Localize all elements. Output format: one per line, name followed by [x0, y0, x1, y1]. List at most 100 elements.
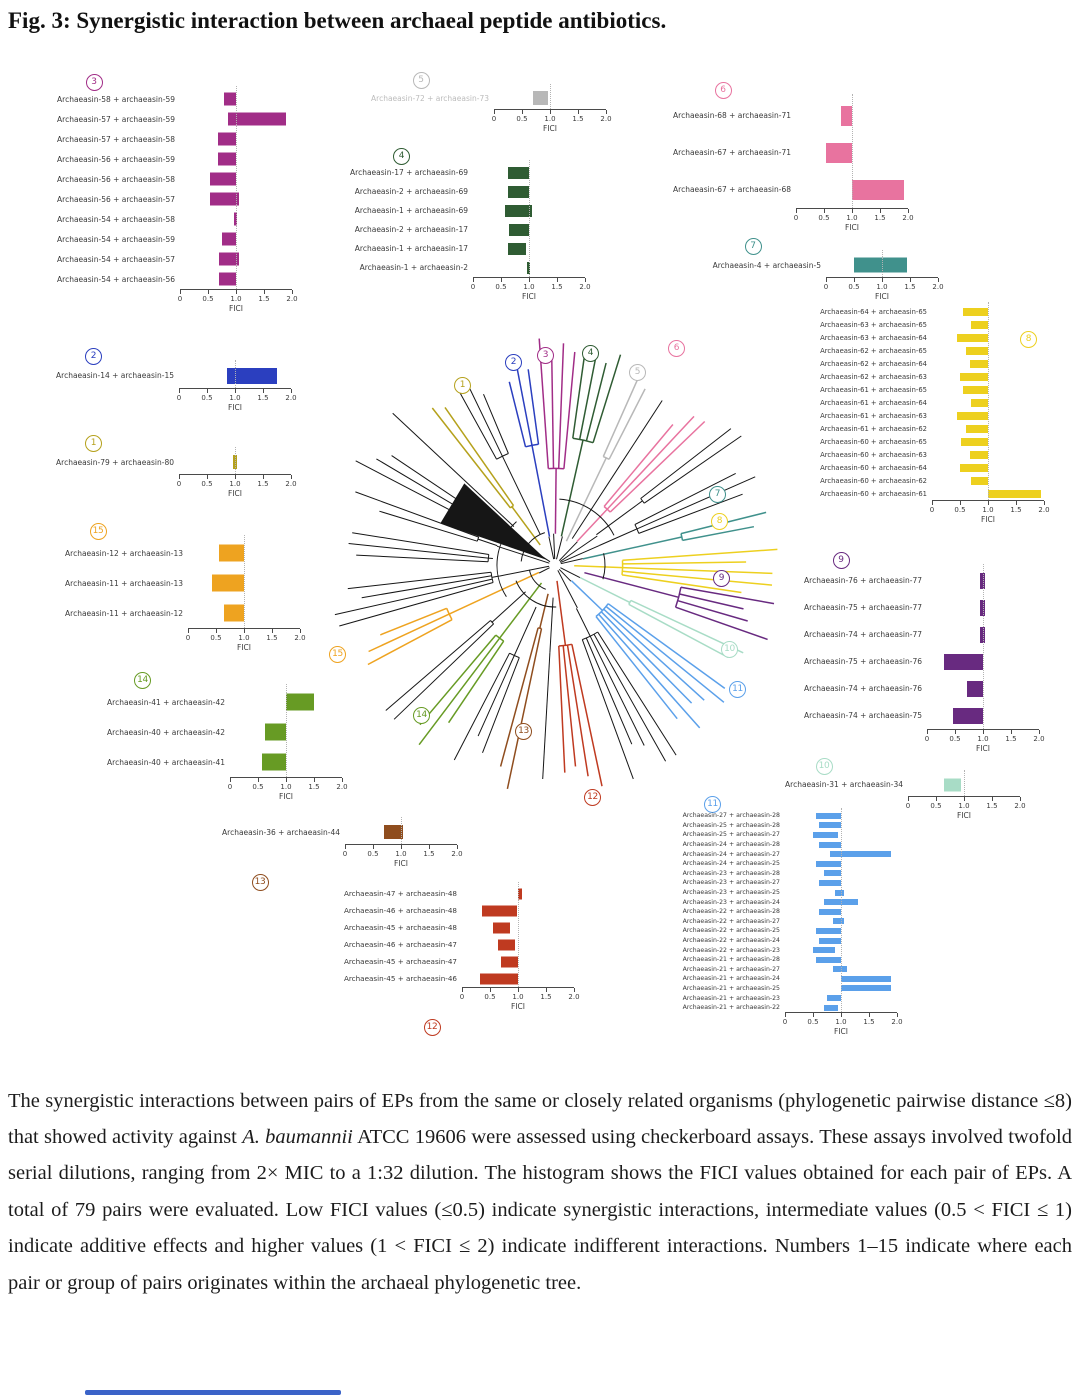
fici-bar — [971, 320, 988, 329]
fici-axis: 0 0.5 1.0 1.5 2.0 FICI — [178, 289, 298, 314]
bar-plot — [796, 134, 908, 171]
axis-tick-label: 1.5 — [423, 850, 435, 858]
bar-plot — [180, 209, 292, 229]
tree-group-badge: 1 — [454, 377, 471, 394]
bar-plot — [927, 594, 1039, 621]
pair-label: Archaeasin-75 + archaeasin-76 — [804, 657, 922, 666]
axis-tick-label: 0.5 — [807, 1018, 819, 1027]
axis-tick — [208, 290, 209, 294]
pair-row: Archaeasin-21 + archaeasin-23 — [640, 993, 897, 1003]
fici-bar — [518, 888, 523, 899]
axis-tick-label: 1.5 — [904, 283, 916, 291]
bar-plot — [785, 974, 897, 984]
figure-title: Fig. 3: Synergistic interaction between … — [8, 8, 667, 33]
chart-group-10: 10 Archaeasin-31 + archaeasin-34 0 0.5 1.0 1.… — [740, 753, 1026, 821]
collapsed-clade-wedge — [440, 483, 547, 560]
bar-plot — [785, 926, 897, 936]
pair-row: Archaeasin-61 + archaeasin-62 — [760, 422, 1044, 435]
fici-1-reference-line — [235, 360, 236, 388]
fici-1-reference-line — [550, 84, 551, 109]
axis-tick — [207, 475, 208, 479]
chart-group-14: 14 Archaeasin-41 + archaeasin-42 Archaeasi… — [55, 667, 348, 802]
chart-group-6: 6 Archaeasin-68 + archaeasin-71 Archaeasin… — [650, 77, 914, 233]
pair-row: Archaeasin-57 + archaeasin-58 — [8, 129, 292, 149]
pair-label: Archaeasin-57 + archaeasin-59 — [57, 114, 175, 124]
axis-title: FICI — [875, 292, 889, 301]
axis-tick — [796, 209, 797, 213]
bar-plot — [785, 888, 897, 898]
pair-label: Archaeasin-12 + archaeasin-13 — [65, 548, 183, 558]
pair-row: Archaeasin-76 + archaeasin-77 — [755, 567, 1039, 594]
axis-tick-label: 2.0 — [579, 283, 591, 291]
bar-plot — [796, 171, 908, 208]
axis-tick-label: 1.5 — [257, 480, 269, 488]
fici-rows: Archaeasin-12 + archaeasin-13 Archaeasin-… — [8, 535, 300, 628]
fici-bar — [835, 889, 844, 896]
bar-plot — [473, 163, 585, 182]
fici-axis: 0 0.5 1.0 1.5 2.0 FICI — [925, 729, 1045, 754]
tree-group-badge: 5 — [629, 364, 646, 381]
axis-tick-label: 0 — [793, 214, 799, 222]
axis-title: FICI — [228, 403, 242, 412]
pair-label: Archaeasin-60 + archaeasin-63 — [820, 450, 927, 459]
pair-label: Archaeasin-60 + archaeasin-65 — [820, 437, 927, 446]
axis-tick-label: 0 — [823, 283, 829, 291]
fici-1-reference-line — [882, 250, 883, 277]
fici-bar — [498, 939, 516, 950]
bar-plot — [785, 811, 897, 821]
figure-caption: The synergistic interactions between pai… — [8, 1083, 1072, 1302]
pair-row: Archaeasin-24 + archaeasin-28 — [640, 840, 897, 850]
fici-bar — [824, 870, 841, 877]
pair-label: Archaeasin-61 + archaeasin-63 — [820, 411, 927, 420]
axis-tick-label: 2.0 — [932, 283, 944, 291]
bar-plot — [785, 917, 897, 927]
pair-label: Archaeasin-67 + archaeasin-68 — [673, 185, 791, 194]
pair-row: Archaeasin-25 + archaeasin-28 — [640, 821, 897, 831]
fici-axis: 0 0.5 1.0 1.5 2.0 FICI — [228, 777, 348, 802]
bar-plot — [932, 474, 1044, 487]
pair-row: Archaeasin-67 + archaeasin-71 — [650, 134, 908, 171]
chart-group-11: 11 Archaeasin-27 + archaeasin-28 Archaeasi… — [640, 791, 903, 1037]
pair-row: Archaeasin-74 + archaeasin-77 — [755, 621, 1039, 648]
bar-plot — [462, 970, 574, 987]
axis-title: FICI — [522, 292, 536, 301]
bar-plot — [180, 89, 292, 109]
pair-row: Archaeasin-67 + archaeasin-68 — [650, 171, 908, 208]
axis-tick — [373, 845, 374, 849]
axis-tick — [179, 475, 180, 479]
fici-axis: 0 0.5 1.0 1.5 2.0 FICI — [459, 987, 580, 1012]
pair-row: Archaeasin-21 + archaeasin-27 — [640, 965, 897, 975]
axis-tick-label: 2.0 — [1033, 735, 1045, 743]
pair-row: Archaeasin-54 + archaeasin-56 — [8, 269, 292, 289]
bar-plot — [927, 702, 1039, 729]
fici-axis: 0 0.5 1.0 1.5 2.0 FICI — [471, 277, 591, 302]
group-number-badge: 12 — [423, 1019, 441, 1036]
pair-row: Archaeasin-57 + archaeasin-59 — [8, 109, 292, 129]
pair-label: Archaeasin-21 + archaeasin-22 — [682, 1004, 780, 1012]
bar-plot — [473, 182, 585, 201]
axis-tick-label: 0.5 — [201, 480, 213, 488]
axis-tick — [880, 209, 881, 213]
fici-bar — [824, 899, 858, 906]
pair-label: Archaeasin-36 + archaeasin-44 — [222, 827, 340, 837]
fici-bar — [815, 812, 841, 819]
group-number-badge: 4 — [393, 148, 410, 165]
bar-plot — [188, 568, 300, 598]
chart-group-1: 1 Archaeasin-79 + archaeasin-80 0 0.5 1.0 1.5… — [8, 430, 297, 499]
pair-row: Archaeasin-68 + archaeasin-71 — [650, 97, 908, 134]
group-number-badge: 5 — [412, 72, 430, 89]
pair-row: Archaeasin-12 + archaeasin-13 — [8, 538, 300, 568]
axis-tick-label: 0 — [459, 993, 465, 1001]
axis-tick-label: 1.0 — [512, 993, 524, 1001]
fici-bar — [286, 693, 314, 711]
pair-row: Archaeasin-56 + archaeasin-57 — [8, 189, 292, 209]
axis-tick — [272, 629, 273, 633]
group-number-badge: 9 — [832, 552, 850, 569]
pair-label: Archaeasin-61 + archaeasin-64 — [820, 398, 927, 407]
badge-row: 15 — [8, 518, 188, 540]
pair-label: Archaeasin-14 + archaeasin-15 — [56, 371, 174, 380]
pair-row: Archaeasin-45 + archaeasin-48 — [290, 919, 574, 936]
pair-label: Archaeasin-41 + archaeasin-42 — [107, 697, 225, 707]
axis-tick-label: 2.0 — [336, 783, 348, 791]
fici-axis: 0 0.5 1.0 1.5 2.0 FICI — [177, 388, 297, 413]
